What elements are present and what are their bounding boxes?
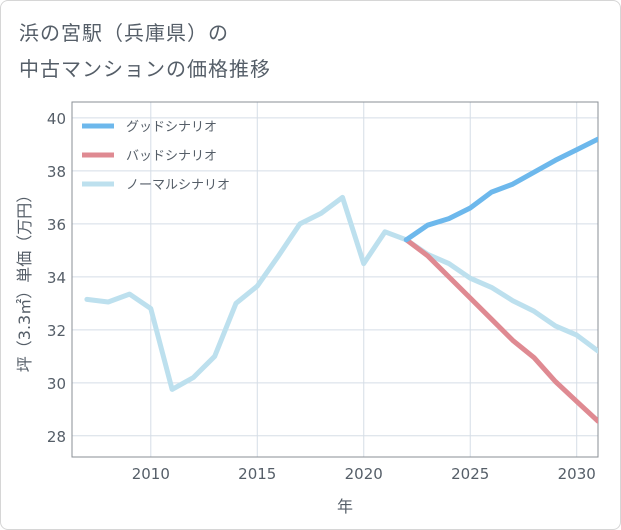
y-tick-label: 40	[47, 110, 66, 128]
y-tick-label: 36	[47, 216, 66, 234]
x-tick-label: 2030	[558, 465, 596, 483]
title-line-2: 中古マンションの価格推移	[19, 57, 271, 81]
y-tick-label: 32	[47, 322, 66, 340]
legend-item-2[interactable]: ノーマルシナリオ	[82, 178, 230, 193]
x-tick-label: 2010	[132, 465, 170, 483]
y-tick-label: 28	[47, 428, 66, 446]
plot-area-frame	[71, 101, 599, 458]
x-axis-title: 年	[337, 497, 353, 516]
series-line-1	[403, 237, 598, 424]
legend-item-1[interactable]: バッドシナリオ	[82, 149, 217, 164]
series-line-2	[84, 194, 598, 392]
series-line-0	[403, 136, 598, 243]
x-axis-ticks: 2010 2015 2020 2025 2030	[132, 465, 596, 483]
legend-item-0[interactable]: グッドシナリオ	[82, 120, 217, 135]
title-line-1: 浜の宮駅（兵庫県）の	[19, 21, 229, 45]
x-tick-label: 2025	[451, 465, 489, 483]
legend-label: ノーマルシナリオ	[126, 178, 230, 193]
chart-title: 浜の宮駅（兵庫県）の 中古マンションの価格推移	[19, 15, 271, 87]
y-tick-label: 34	[47, 269, 66, 287]
series-lines	[84, 136, 598, 424]
x-tick-label: 2020	[345, 465, 383, 483]
y-axis-title: 坪（3.3㎡）単価（万円）	[15, 187, 34, 372]
y-tick-label: 30	[47, 375, 66, 393]
y-tick-label: 38	[47, 163, 66, 181]
y-axis-ticks: 28 30 32 34 36 38 40	[47, 110, 66, 446]
x-tick-label: 2015	[238, 465, 276, 483]
legend-label: グッドシナリオ	[126, 120, 217, 135]
legend-label: バッドシナリオ	[126, 149, 217, 164]
